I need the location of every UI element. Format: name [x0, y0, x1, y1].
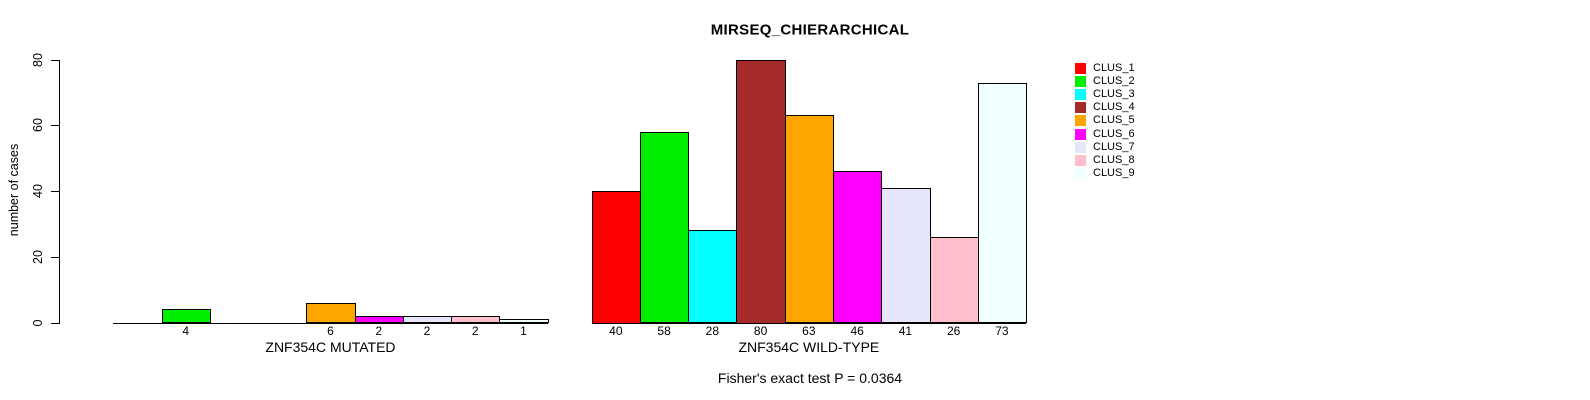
legend-label: CLUS_5	[1093, 114, 1135, 127]
legend-swatch	[1075, 128, 1086, 140]
legend-item: CLUS_1	[1075, 62, 1135, 75]
legend-item: CLUS_7	[1075, 141, 1135, 154]
legend-label: CLUS_6	[1093, 127, 1135, 140]
y-tick-mark	[51, 125, 59, 127]
legend-swatch	[1075, 102, 1086, 114]
bar-clus_5	[784, 115, 834, 324]
y-tick-mark	[51, 191, 59, 192]
bar-value-label: 2	[471, 324, 479, 338]
legend-item: CLUS_4	[1075, 101, 1135, 114]
y-tick-mark	[51, 59, 59, 61]
legend-item: CLUS_5	[1075, 114, 1135, 127]
y-axis-line	[59, 59, 60, 324]
bar-clus_6	[833, 171, 883, 324]
bar-clus_2	[639, 131, 690, 324]
bar-clus_8	[929, 237, 979, 324]
y-axis-title: number of cases	[7, 143, 21, 237]
legend-label: CLUS_4	[1093, 101, 1135, 114]
y-tick-label: 80	[31, 52, 45, 67]
y-tick-mark	[51, 322, 59, 324]
legend-item: CLUS_8	[1075, 154, 1135, 167]
bar-value-label: 1	[520, 324, 527, 338]
y-tick-label: 20	[31, 249, 45, 264]
bar-value-label: 4	[182, 324, 190, 338]
x-group-label: ZNF354C MUTATED	[265, 339, 396, 355]
bar-clus_3	[688, 230, 738, 324]
legend-item: CLUS_2	[1075, 75, 1135, 88]
bar-clus_4	[736, 59, 786, 324]
bar-clus_1	[591, 191, 641, 324]
bar-value-label: 46	[850, 324, 864, 338]
bar-clus_9	[499, 319, 549, 324]
chart-title: MIRSEQ_CHIERARCHICAL	[710, 21, 910, 39]
y-tick-label: 0	[31, 319, 45, 326]
bar-clus_8	[451, 315, 501, 324]
bar-value-label: 6	[327, 324, 334, 338]
legend-swatch	[1075, 89, 1086, 101]
legend-item: CLUS_9	[1075, 167, 1135, 180]
bar-value-label: 63	[802, 324, 816, 338]
bar-clus_9	[977, 82, 1028, 324]
bar-value-label: 40	[609, 324, 623, 338]
bar-value-label: 2	[375, 324, 383, 338]
legend-swatch	[1075, 167, 1086, 179]
legend-label: CLUS_9	[1093, 166, 1135, 179]
bar-clus_7	[402, 315, 453, 324]
bar-value-label: 73	[995, 324, 1009, 338]
legend-swatch	[1075, 115, 1086, 127]
x-group-label: ZNF354C WILD-TYPE	[738, 339, 880, 355]
bar-clus_5	[306, 302, 356, 324]
bar-clus_6	[354, 315, 404, 324]
bar-value-label: 28	[705, 324, 720, 338]
legend-label: CLUS_1	[1093, 62, 1135, 74]
y-tick-mark	[51, 256, 59, 258]
bar-value-label: 2	[423, 324, 431, 338]
legend-swatch	[1075, 63, 1086, 74]
legend-label: CLUS_3	[1093, 88, 1135, 101]
legend-item: CLUS_3	[1075, 88, 1135, 101]
bar-value-label: 26	[946, 324, 961, 338]
bar-value-label: 58	[657, 324, 671, 338]
legend-swatch	[1075, 141, 1086, 153]
legend-swatch	[1075, 154, 1086, 166]
legend-label: CLUS_8	[1093, 153, 1135, 166]
bar-value-label: 41	[898, 324, 913, 338]
bar-value-label: 80	[753, 324, 768, 338]
legend-item: CLUS_6	[1075, 128, 1135, 141]
y-tick-label: 60	[31, 118, 45, 133]
legend-label: CLUS_7	[1093, 140, 1135, 153]
legend-label: CLUS_2	[1093, 75, 1135, 88]
fisher-test-annotation: Fisher's exact test P = 0.0364	[717, 370, 903, 386]
legend-swatch	[1075, 76, 1086, 88]
y-tick-label: 40	[31, 184, 45, 198]
bar-clus_7	[881, 187, 931, 324]
bar-clus_2	[161, 309, 211, 324]
